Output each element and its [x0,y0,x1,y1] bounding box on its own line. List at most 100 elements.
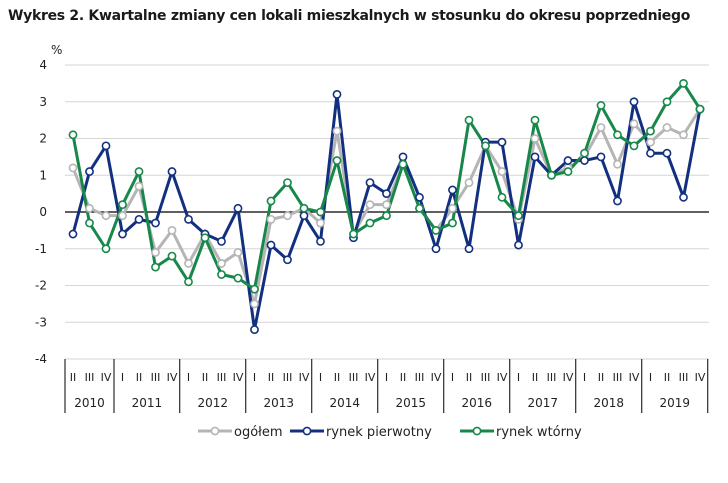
data-point-0 [596,123,606,132]
x-tick-label-quarter: III [415,371,425,384]
data-point-2 [250,284,259,294]
data-point-2 [431,225,441,235]
data-point-2 [299,203,309,213]
x-tick-label-quarter: II [664,371,671,384]
data-point-1 [85,167,94,176]
data-point-2 [101,244,111,254]
data-point-2 [415,203,424,213]
x-tick-label-quarter: III [613,371,623,384]
x-tick-label-year: 2019 [659,396,690,410]
y-tick-label: 2 [39,132,47,146]
x-tick-label-quarter: IV [695,371,706,384]
data-point-2 [646,126,655,136]
data-point-0 [250,299,259,309]
x-tick-label-year: 2017 [527,396,558,410]
x-tick-label-quarter: III [349,371,359,384]
data-point-1 [266,240,276,250]
data-point-1 [250,325,259,334]
data-point-0 [217,259,226,268]
legend-marker [210,426,220,436]
data-point-2 [283,178,292,187]
legend-label: rynek wtórny [496,425,582,440]
data-point-0 [464,178,474,187]
data-point-1 [448,185,457,195]
data-point-2 [167,251,177,261]
x-tick-label-quarter: IV [365,371,376,384]
x-tick-label-year: 2016 [461,396,492,410]
data-point-1 [646,148,655,158]
data-point-2 [514,211,523,221]
data-point-0 [530,134,540,143]
data-point-1 [151,218,160,228]
data-point-1 [332,90,342,99]
x-tick-label-quarter: II [268,371,275,384]
data-point-2 [613,130,622,140]
data-point-1 [679,192,688,202]
data-point-2 [398,159,408,169]
legend-marker [472,426,482,436]
data-point-1 [184,214,193,224]
data-point-1 [464,244,474,254]
data-point-1 [118,229,127,239]
data-point-1 [68,229,78,239]
x-tick-label-year: 2010 [74,396,105,410]
data-point-2 [481,141,490,151]
data-point-2 [134,167,144,176]
x-tick-label-quarter: IV [299,371,310,384]
data-point-0 [382,200,391,210]
x-tick-label-quarter: IV [167,371,178,384]
data-point-1 [299,211,309,221]
x-tick-label-quarter: I [517,371,520,384]
data-point-0 [85,203,94,213]
y-tick-label: 3 [39,95,47,109]
x-tick-label-year: 2015 [395,396,426,410]
legend-label: ogółem [234,425,283,440]
data-point-2 [448,218,457,228]
data-point-0 [662,123,672,132]
data-point-2 [217,270,226,279]
data-point-2 [497,192,507,202]
data-point-1 [530,152,540,162]
data-point-1 [365,178,375,187]
data-point-1 [101,141,111,151]
data-point-2 [118,200,127,210]
chart-title: Wykres 2. Kwartalne zmiany cen lokali mi… [8,8,691,24]
data-point-0 [266,214,276,224]
x-tick-label-quarter: IV [563,371,574,384]
data-point-2 [547,170,556,180]
y-tick-label: 4 [39,58,47,72]
data-point-0 [283,211,292,221]
data-point-0 [646,137,655,147]
data-point-0 [68,163,78,173]
data-point-0 [151,248,160,257]
y-tick-label: -3 [35,315,47,329]
data-point-2 [596,101,606,110]
data-point-1 [613,196,622,206]
x-tick-label-quarter: II [400,371,407,384]
x-tick-label-quarter: I [253,371,256,384]
x-tick-label-quarter: III [85,371,95,384]
data-point-2 [349,229,358,239]
data-point-2 [530,115,540,125]
data-point-1 [596,152,606,162]
data-point-2 [85,218,94,228]
data-point-2 [184,277,193,287]
x-tick-label-year: 2012 [197,396,228,410]
data-point-0 [118,211,127,221]
data-point-1 [497,137,507,147]
x-tick-label-quarter: I [451,371,454,384]
data-point-2 [68,130,78,140]
data-point-2 [679,78,688,88]
x-tick-label-quarter: II [598,371,605,384]
x-tick-label-quarter: IV [497,371,508,384]
data-point-0 [101,211,111,221]
x-tick-label-quarter: I [583,371,586,384]
data-point-0 [316,218,325,228]
data-point-1 [514,240,523,250]
data-point-2 [629,141,639,151]
x-tick-label-quarter: I [187,371,190,384]
y-tick-label: 0 [39,205,47,219]
x-tick-label-quarter: II [532,371,539,384]
x-tick-label-quarter: IV [233,371,244,384]
